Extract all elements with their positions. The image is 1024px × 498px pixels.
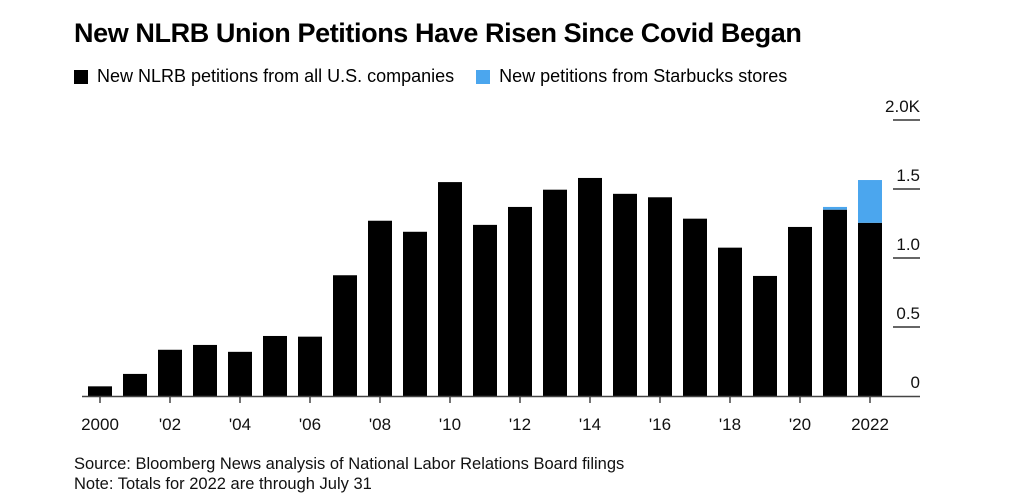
x-tick-label-2018: '18 [719,415,741,434]
bar-all-companies-2002 [158,349,182,396]
bar-all-companies-2008 [368,220,392,396]
x-axis: 2000 '02 '04 '06 '08 '10 '12 '14 '16 '18 '20 2022 [81,395,920,434]
bar-all-companies-2012 [508,206,532,396]
bar-all-companies-2014 [578,177,602,396]
bar-all-companies-2019 [753,275,777,396]
bar-all-companies-2013 [543,189,567,396]
legend-swatch-all-companies [74,69,88,84]
bar-all-companies-2000 [88,386,112,396]
y-tick-label-2.0K: 2.0K [885,97,921,116]
bar-all-companies-2020 [788,226,812,396]
legend: New NLRB petitions from all U.S. compani… [74,66,809,87]
legend-item-starbucks: New petitions from Starbucks stores [476,66,787,87]
x-tick-label-2016: '16 [649,415,671,434]
legend-label-all-companies: New NLRB petitions from all U.S. compani… [97,66,455,86]
y-tick-label-1.5: 1.5 [896,166,920,185]
bar-all-companies-2018 [718,247,742,396]
legend-item-all-companies: New NLRB petitions from all U.S. compani… [74,66,454,87]
x-tick-label-2004: '04 [229,415,251,434]
bar-all-companies-2017 [683,218,707,396]
bar-all-companies-2006 [298,336,322,396]
bar-all-companies-2003 [193,344,217,396]
bar-all-companies-2001 [123,373,147,396]
y-tick-label-0.5: 0.5 [896,304,920,323]
y-tick-label-1.0: 1.0 [896,235,920,254]
legend-label-starbucks: New petitions from Starbucks stores [499,66,788,86]
x-tick-label-2000: 2000 [81,415,119,434]
bar-starbucks-2021 [823,206,847,210]
chart-title: New NLRB Union Petitions Have Risen Sinc… [74,18,802,48]
source-note: Source: Bloomberg News analysis of Natio… [74,455,625,473]
x-tick-label-2014: '14 [579,415,601,434]
bar-all-companies-2022 [858,222,882,396]
bar-all-companies-2007 [333,275,357,396]
bar-all-companies-2015 [613,193,637,396]
x-tick-label-2012: '12 [509,415,531,434]
bar-all-companies-2021 [823,209,847,396]
x-tick-label-2006: '06 [299,415,321,434]
bar-all-companies-2004 [228,351,252,396]
y-tick-label-0: 0 [911,373,920,392]
legend-swatch-starbucks [476,69,491,84]
x-tick-label-2008: '08 [369,415,391,434]
x-tick-label-2022: 2022 [851,415,889,434]
bar-all-companies-2009 [403,231,427,396]
bar-all-companies-2010 [438,182,462,396]
bar-all-companies-2011 [473,224,497,396]
y-axis: 0 0.5 1.0 1.5 2.0K [885,97,921,392]
totals-note: Note: Totals for 2022 are through July 3… [74,475,372,493]
bar-starbucks-2022 [858,180,882,223]
bar-all-companies-2016 [648,197,672,396]
x-tick-label-2010: '10 [439,415,461,434]
x-tick-label-2002: '02 [159,415,181,434]
bars-group [88,177,882,396]
chart-footer: Source: Bloomberg News analysis of Natio… [74,454,624,494]
x-tick-label-2020: '20 [789,415,811,434]
bar-all-companies-2005 [263,335,287,396]
